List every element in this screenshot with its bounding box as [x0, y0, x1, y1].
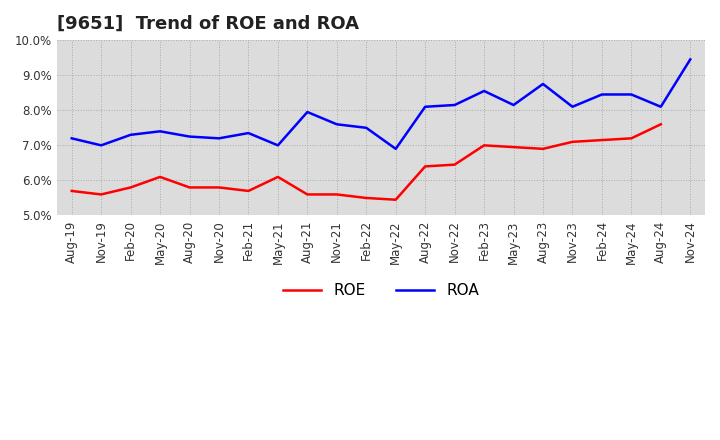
ROA: [185, 134, 194, 139]
ROE: [480, 143, 488, 148]
ROA: [392, 146, 400, 151]
Line: ROE: ROE: [72, 124, 661, 200]
ROA: [126, 132, 135, 137]
ROE: [97, 192, 106, 197]
ROA: [303, 110, 312, 115]
ROE: [244, 188, 253, 194]
Text: [9651]  Trend of ROE and ROA: [9651] Trend of ROE and ROA: [57, 15, 359, 33]
ROE: [156, 174, 164, 180]
ROA: [627, 92, 636, 97]
ROA: [686, 57, 695, 62]
ROA: [274, 143, 282, 148]
ROE: [392, 197, 400, 202]
ROE: [274, 174, 282, 180]
ROA: [215, 136, 223, 141]
ROA: [68, 136, 76, 141]
ROE: [68, 188, 76, 194]
ROE: [657, 121, 665, 127]
ROE: [568, 139, 577, 144]
ROE: [185, 185, 194, 190]
ROA: [450, 103, 459, 108]
ROE: [362, 195, 371, 201]
ROE: [215, 185, 223, 190]
ROA: [421, 104, 430, 110]
ROA: [97, 143, 106, 148]
ROE: [539, 146, 547, 151]
ROE: [598, 137, 606, 143]
ROA: [244, 130, 253, 136]
ROA: [480, 88, 488, 94]
ROE: [126, 185, 135, 190]
ROE: [627, 136, 636, 141]
ROE: [421, 164, 430, 169]
ROA: [509, 103, 518, 108]
ROA: [362, 125, 371, 130]
ROA: [568, 104, 577, 110]
ROA: [539, 81, 547, 87]
ROE: [450, 162, 459, 167]
ROE: [333, 192, 341, 197]
Legend: ROE, ROA: ROE, ROA: [276, 277, 485, 304]
ROA: [333, 121, 341, 127]
ROE: [303, 192, 312, 197]
ROA: [657, 104, 665, 110]
ROA: [598, 92, 606, 97]
Line: ROA: ROA: [72, 59, 690, 149]
ROE: [509, 144, 518, 150]
ROA: [156, 128, 164, 134]
